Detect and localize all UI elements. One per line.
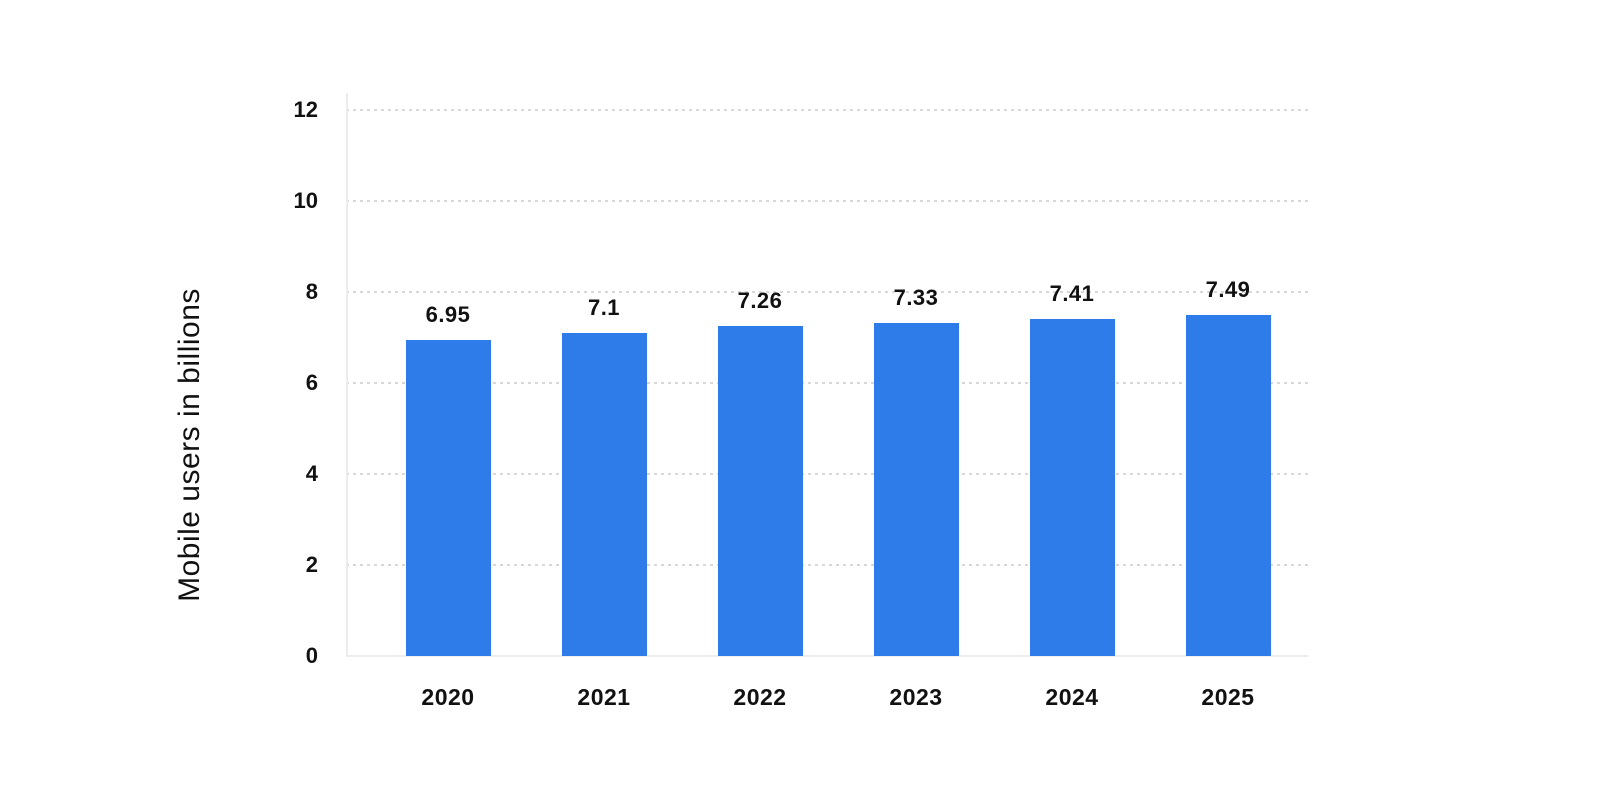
x-tick-label-2020: 2020 [421,684,475,710]
bar-2020 [405,339,491,656]
bar-2024 [1029,318,1115,656]
bar-value-label-2021: 7.1 [587,294,621,320]
y-tick-label-2: 2 [305,552,318,577]
bar-2025 [1185,315,1271,656]
gridline-y-12 [346,109,1308,111]
bar-value-label-2025: 7.49 [1205,277,1251,303]
y-tick-label-4: 4 [305,461,318,486]
y-axis-title: Mobile users in billions [173,288,206,602]
bar-2021 [561,332,647,656]
x-axis-baseline [346,655,1308,657]
y-tick-label-0: 0 [305,643,318,668]
x-tick-label-2021: 2021 [577,684,631,710]
gridline-y-2 [346,564,1308,566]
plot-area: 6.95 7.1 7.26 7.33 7.41 7.49 [346,93,1308,657]
y-tick-label-6: 6 [305,370,318,395]
y-tick-label-12: 12 [293,97,318,122]
y-tick-label-8: 8 [305,279,318,304]
bar-2022 [717,325,803,656]
gridline-y-4 [346,473,1308,475]
y-tick-label-10: 10 [293,188,318,213]
bar-value-label-2022: 7.26 [737,287,783,313]
bar-value-label-2020: 6.95 [425,301,471,327]
bar-value-label-2024: 7.41 [1049,280,1095,306]
x-tick-label-2024: 2024 [1045,684,1099,710]
x-tick-label-2025: 2025 [1201,684,1255,710]
x-tick-label-2023: 2023 [889,684,943,710]
bar-2023 [873,322,959,656]
gridline-y-6 [346,382,1308,384]
bar-value-label-2023: 7.33 [893,284,939,310]
x-tick-label-2022: 2022 [733,684,787,710]
gridline-y-8 [346,291,1308,293]
gridline-y-10 [346,200,1308,202]
y-axis-line [346,93,348,656]
